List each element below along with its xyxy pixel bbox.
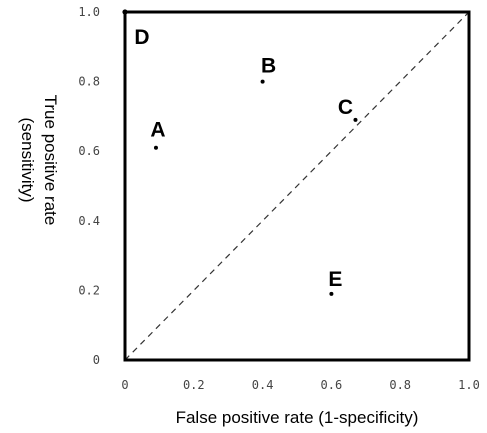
point-label-b: B bbox=[261, 55, 276, 78]
x-tick-label: 0 bbox=[121, 378, 128, 392]
point-label-a: A bbox=[150, 119, 165, 142]
y-tick-label: 0.2 bbox=[78, 283, 100, 297]
data-point-a bbox=[153, 145, 158, 150]
y-axis-title-line-1: True positive rate bbox=[41, 95, 60, 226]
diagonal-reference-line bbox=[124, 11, 470, 361]
x-tick-label: 0.2 bbox=[183, 378, 205, 392]
data-point-b bbox=[260, 79, 265, 84]
x-tick-label: 0.6 bbox=[321, 378, 343, 392]
data-point-d bbox=[122, 9, 128, 15]
y-axis-title-line-2: (sensitivity) bbox=[18, 117, 37, 202]
point-label-d: D bbox=[134, 26, 149, 49]
y-tick-label: 0.8 bbox=[78, 75, 100, 89]
x-tick-label: 0.8 bbox=[389, 378, 411, 392]
point-label-c: C bbox=[338, 96, 353, 119]
y-tick-label: 0.6 bbox=[78, 144, 100, 158]
y-tick-label: 0.4 bbox=[78, 214, 100, 228]
y-tick-label: 1.0 bbox=[78, 5, 100, 19]
point-label-e: E bbox=[328, 268, 342, 291]
data-point-e bbox=[329, 291, 334, 296]
data-point-c bbox=[353, 117, 358, 122]
plot-frame bbox=[123, 10, 471, 362]
x-tick-label: 1.0 bbox=[458, 378, 480, 392]
x-axis-title: False positive rate (1-specificity) bbox=[176, 408, 419, 427]
x-tick-label: 0.4 bbox=[252, 378, 274, 392]
y-tick-label: 0 bbox=[93, 353, 100, 367]
